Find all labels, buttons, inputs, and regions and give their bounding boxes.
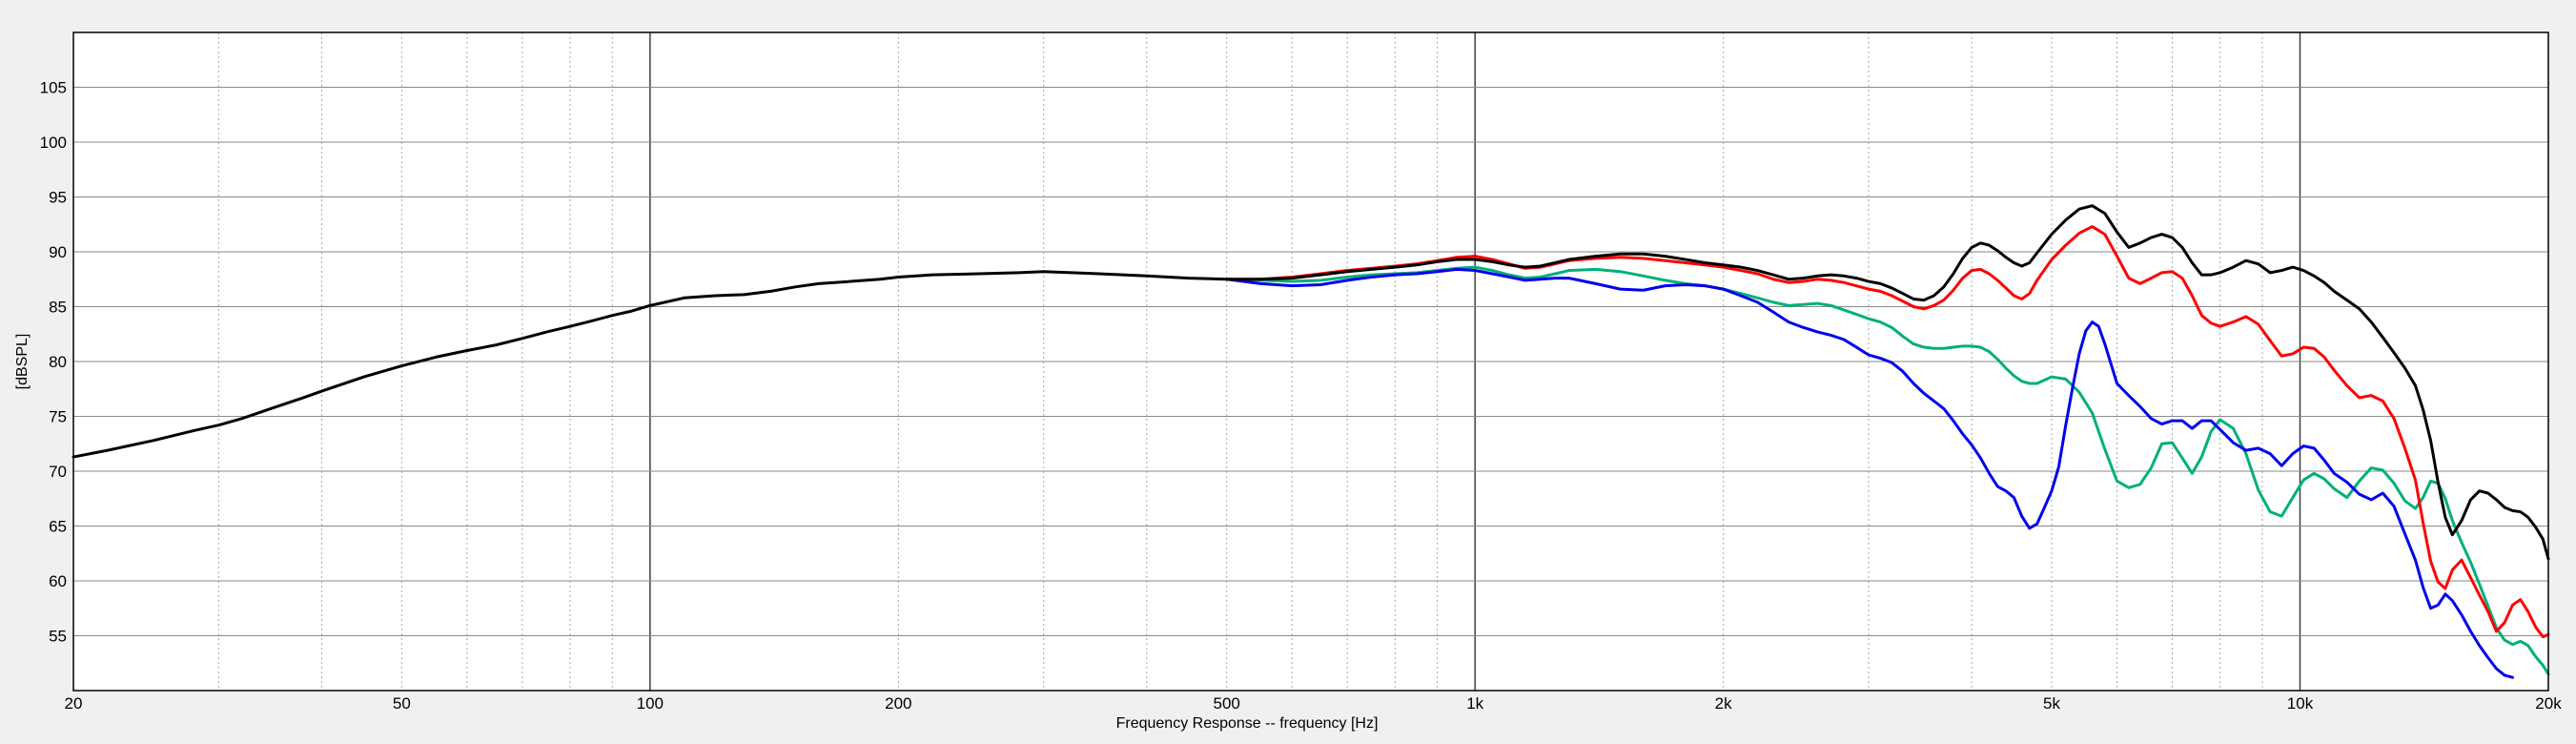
series-line bbox=[1225, 267, 2514, 679]
y-tick-label: 75 bbox=[49, 408, 67, 426]
x-tick-label: 20k bbox=[2535, 694, 2562, 713]
series-line bbox=[1225, 265, 2550, 676]
x-tick-label: 10k bbox=[2287, 694, 2314, 713]
x-tick-label: 20 bbox=[65, 694, 83, 713]
x-tick-label: 5k bbox=[2043, 694, 2060, 713]
series-line bbox=[1225, 225, 2550, 639]
x-tick-label: 50 bbox=[393, 694, 411, 713]
y-tick-label: 70 bbox=[49, 463, 67, 481]
x-tick-label: 2k bbox=[1715, 694, 1732, 713]
tick-labels: 20 50 100 200 500 1k 2k 5k 10k 20k 55 60 65 70 75 80 85 9… bbox=[40, 79, 2563, 713]
plot-frame bbox=[72, 31, 2549, 692]
y-tick-label: 105 bbox=[40, 79, 67, 97]
x-tick-label: 100 bbox=[637, 694, 664, 713]
y-axis-label: [dBSPL] bbox=[14, 334, 31, 390]
y-tick-label: 95 bbox=[49, 189, 67, 207]
y-tick-label: 85 bbox=[49, 299, 67, 317]
grid-lines bbox=[73, 32, 2548, 691]
x-axis-label: Frequency Response -- frequency [Hz] bbox=[1116, 715, 1379, 732]
y-tick-label: 100 bbox=[40, 134, 67, 152]
x-tick-label: 1k bbox=[1466, 694, 1483, 713]
y-tick-label: 90 bbox=[49, 243, 67, 261]
y-tick-label: 65 bbox=[49, 518, 67, 536]
y-tick-label: 55 bbox=[49, 628, 67, 646]
y-tick-label: 80 bbox=[49, 353, 67, 371]
y-tick-label: 60 bbox=[49, 572, 67, 590]
series-layer bbox=[72, 204, 2550, 679]
x-tick-label: 500 bbox=[1213, 694, 1239, 713]
series-line bbox=[72, 204, 2550, 561]
x-tick-label: 200 bbox=[885, 694, 911, 713]
